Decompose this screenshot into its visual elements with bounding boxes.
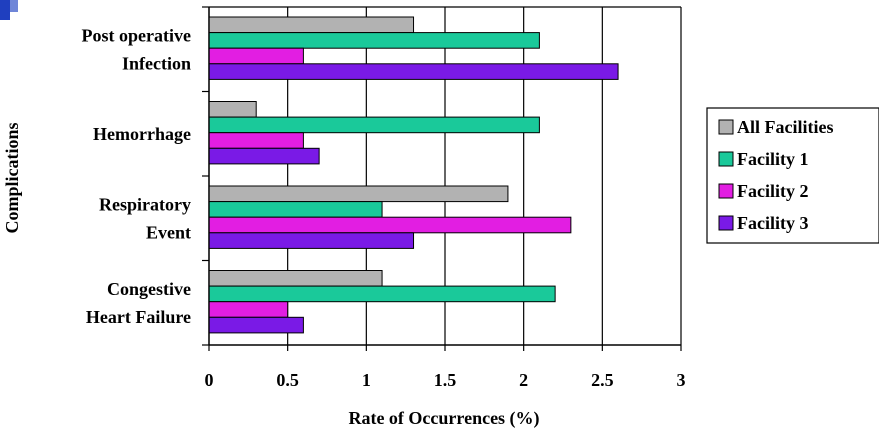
x-tick-label: 1: [362, 370, 371, 390]
category-label-line: Heart Failure: [86, 307, 191, 327]
bar: [208, 270, 383, 287]
legend-label: Facility 1: [737, 149, 808, 169]
bar: [208, 16, 415, 34]
legend: All Facilities Facility 1 Facility 2 Facili…: [706, 107, 879, 244]
bar: [208, 101, 257, 118]
legend-swatch: [718, 215, 734, 231]
bar: [208, 116, 540, 134]
category-label-line: Infection: [122, 53, 191, 73]
x-tick-label: 1.5: [434, 370, 457, 390]
category-labels: Post operative Infection Hemorrhage Respira…: [82, 25, 191, 327]
legend-label: Facility 2: [737, 181, 808, 201]
legend-swatch: [718, 151, 734, 167]
corner-accent-fade: [10, 0, 18, 12]
x-tick-label: 2.5: [591, 370, 614, 390]
bar: [208, 63, 619, 80]
x-tick-label: 2: [519, 370, 528, 390]
bar: [208, 32, 540, 49]
bar: [208, 285, 556, 303]
x-tick-label: 0: [205, 370, 214, 390]
category-label-line: Post operative: [82, 25, 191, 45]
legend-label: All Facilities: [737, 117, 833, 137]
bar: [208, 47, 304, 65]
legend-swatch: [718, 119, 734, 135]
category-label-line: Congestive: [107, 279, 191, 299]
bar: [208, 132, 304, 149]
bar: [208, 232, 415, 249]
x-tick-labels: 0 0.5 1 1.5 2 2.5 3: [205, 370, 686, 390]
bar: [208, 201, 383, 218]
category-label-line: Event: [146, 222, 191, 242]
x-tick-label: 0.5: [276, 370, 299, 390]
axes: [202, 6, 682, 351]
corner-accent: [0, 0, 10, 20]
bar: [208, 301, 289, 318]
bar: [208, 147, 320, 165]
legend-label: Facility 3: [737, 213, 808, 233]
bar: [208, 216, 572, 234]
bar: [208, 185, 509, 203]
bars: [208, 16, 619, 334]
x-tick-label: 3: [677, 370, 686, 390]
category-label: Hemorrhage: [93, 124, 191, 144]
category-label: Post operative Infection: [82, 25, 191, 73]
legend-box: [706, 107, 879, 244]
category-label-line: Hemorrhage: [93, 124, 191, 144]
legend-swatch: [718, 183, 734, 199]
x-axis-label: Rate of Occurrences (%): [348, 408, 539, 429]
category-label-line: Respiratory: [99, 194, 191, 214]
category-label: Respiratory Event: [99, 194, 191, 242]
y-axis-label: Complications: [2, 122, 22, 233]
bar: [208, 316, 304, 334]
category-label: Congestive Heart Failure: [86, 279, 191, 327]
